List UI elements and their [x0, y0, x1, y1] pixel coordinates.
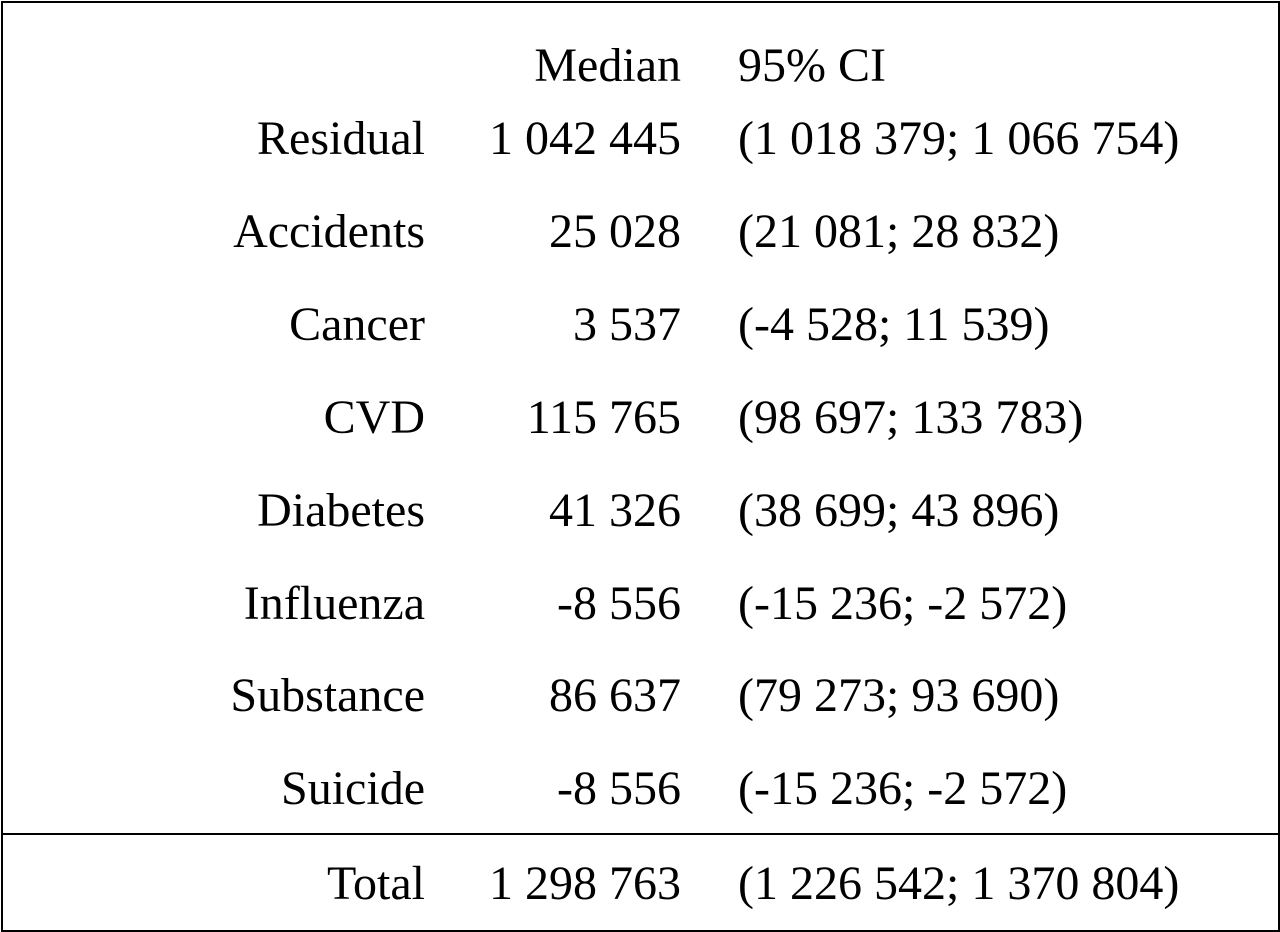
total-median: 1 298 763: [489, 857, 681, 910]
row-label: Influenza: [243, 577, 425, 630]
table-row: Influenza -8 556 (-15 236; -2 572): [3, 569, 1278, 639]
row-label: Substance: [230, 669, 425, 722]
row-median: -8 556: [557, 762, 681, 815]
row-ci: (1 018 379; 1 066 754): [738, 112, 1180, 165]
total-row: Total 1 298 763 (1 226 542; 1 370 804): [3, 849, 1278, 919]
total-divider: [3, 833, 1278, 835]
row-median: 25 028: [549, 205, 681, 258]
row-ci: (21 081; 28 832): [738, 205, 1060, 258]
row-ci: (-15 236; -2 572): [738, 577, 1068, 630]
table-row: Residual 1 042 445 (1 018 379; 1 066 754…: [3, 104, 1278, 174]
table-row: Accidents 25 028 (21 081; 28 832): [3, 197, 1278, 267]
row-ci: (79 273; 93 690): [738, 669, 1060, 722]
table-row: CVD 115 765 (98 697; 133 783): [3, 383, 1278, 453]
row-ci: (98 697; 133 783): [738, 391, 1084, 444]
row-median: 3 537: [573, 298, 681, 351]
row-label: Accidents: [233, 205, 425, 258]
row-ci: (-15 236; -2 572): [738, 762, 1068, 815]
total-label: Total: [327, 857, 425, 910]
row-label: Suicide: [281, 762, 425, 815]
row-median: -8 556: [557, 577, 681, 630]
table-row: Suicide -8 556 (-15 236; -2 572): [3, 754, 1278, 824]
table-row: Diabetes 41 326 (38 699; 43 896): [3, 476, 1278, 546]
row-median: 41 326: [549, 484, 681, 537]
row-ci: (-4 528; 11 539): [738, 298, 1050, 351]
header-ci: 95% CI: [738, 39, 886, 92]
table-row: Cancer 3 537 (-4 528; 11 539): [3, 290, 1278, 360]
row-label: Diabetes: [257, 484, 425, 537]
row-median: 86 637: [549, 669, 681, 722]
row-median: 115 765: [526, 391, 681, 444]
total-ci: (1 226 542; 1 370 804): [738, 857, 1180, 910]
row-label: Cancer: [289, 298, 425, 351]
row-median: 1 042 445: [489, 112, 681, 165]
row-label: CVD: [323, 391, 425, 444]
table-row: Substance 86 637 (79 273; 93 690): [3, 661, 1278, 731]
row-label: Residual: [257, 112, 425, 165]
row-ci: (38 699; 43 896): [738, 484, 1060, 537]
header-row: Median 95% CI: [3, 31, 1278, 101]
header-median: Median: [534, 39, 681, 92]
